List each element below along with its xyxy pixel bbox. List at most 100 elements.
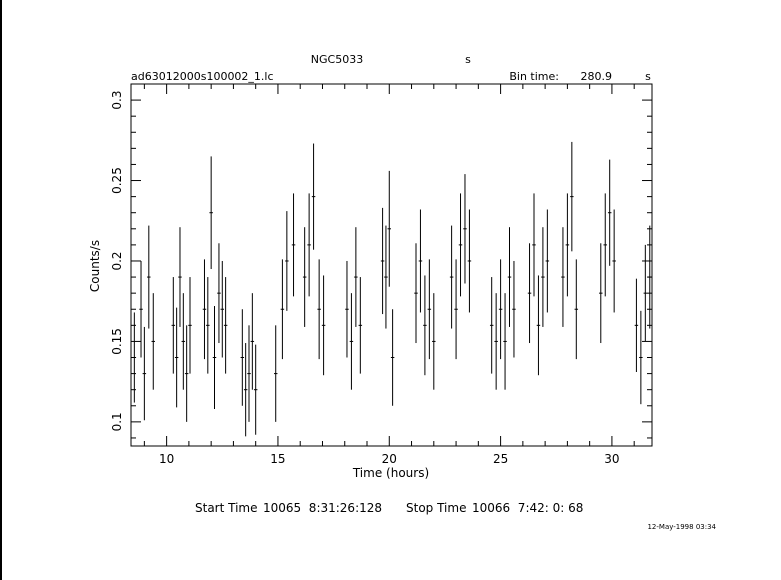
plot-date: 12-May-1998 03:34	[647, 523, 716, 531]
data-point	[570, 141, 574, 252]
data-point	[243, 343, 248, 437]
y-tick-label: 0.25	[110, 167, 124, 194]
data-point	[178, 227, 182, 327]
data-point	[142, 326, 147, 421]
data-point	[427, 259, 432, 360]
bin-time-unit: s	[645, 70, 651, 83]
data-point	[603, 193, 607, 297]
data-point	[217, 243, 221, 344]
data-point	[181, 293, 186, 390]
stop-time-value: 10066 7:42: 0: 68	[472, 501, 583, 515]
data-point	[212, 306, 217, 409]
data-point	[418, 209, 423, 313]
data-point	[139, 260, 143, 358]
data-point	[527, 243, 532, 344]
axis-tick-labels: 10 15 20 25 30 0.1 0.15 0.2 0.25 0.3	[110, 91, 620, 466]
data-point	[273, 325, 278, 422]
data-point	[384, 225, 388, 329]
data-point	[503, 293, 507, 390]
x-tick-label: 25	[493, 452, 508, 466]
bin-time-label: Bin time:	[509, 70, 559, 83]
data-point	[449, 225, 454, 329]
data-point	[458, 193, 463, 297]
data-point	[285, 211, 289, 311]
data-point	[253, 344, 258, 435]
start-time-label: Start Time	[195, 501, 258, 515]
data-point	[206, 277, 210, 374]
data-point	[541, 227, 545, 327]
x-tick-label: 30	[604, 452, 619, 466]
data-point	[639, 310, 643, 405]
data-point	[311, 143, 316, 250]
data-point	[423, 275, 427, 376]
data-point	[498, 259, 503, 360]
data-point	[390, 309, 395, 406]
data-point	[280, 259, 285, 360]
data-point	[188, 277, 192, 374]
x-tick-label: 10	[159, 452, 174, 466]
data-point	[171, 277, 176, 374]
y-tick-label: 0.1	[110, 412, 124, 431]
data-point	[321, 275, 326, 376]
data-point	[565, 193, 570, 297]
y-tick-label: 0.3	[110, 91, 124, 110]
data-point	[132, 312, 137, 403]
data-point	[307, 193, 311, 297]
data-point	[250, 293, 255, 390]
data-point	[432, 293, 436, 390]
data-point	[643, 244, 648, 342]
file-name: ad63012000s100002_1.lc	[131, 70, 274, 83]
data-point	[387, 170, 392, 287]
object-title: NGC5033	[311, 53, 363, 66]
data-point	[358, 277, 363, 374]
object-unit: s	[465, 53, 471, 66]
bin-time-value: 280.9	[581, 70, 613, 83]
data-point	[561, 227, 565, 327]
y-tick-label: 0.2	[110, 251, 124, 270]
data-point	[220, 260, 225, 358]
x-tick-label: 20	[382, 452, 397, 466]
data-point	[345, 260, 349, 358]
data-point	[247, 325, 251, 422]
data-point	[612, 209, 616, 313]
data-point	[532, 193, 536, 297]
data-point	[174, 307, 179, 408]
data-point	[380, 207, 385, 315]
data-point	[467, 209, 472, 313]
axis-ticks	[131, 83, 652, 446]
stop-time-label: Stop Time	[406, 501, 466, 515]
data-point	[349, 293, 354, 390]
data-point	[507, 227, 512, 327]
data-point	[545, 209, 550, 313]
window-left-border	[0, 0, 2, 580]
data-point	[223, 277, 228, 374]
x-tick-label: 15	[270, 452, 285, 466]
data-point	[599, 243, 603, 344]
data-point	[291, 193, 296, 297]
data-point	[354, 227, 358, 327]
y-axis-label: Counts/s	[88, 240, 102, 292]
data-point	[147, 225, 151, 329]
data-point	[463, 174, 467, 284]
y-tick-label: 0.15	[110, 328, 124, 355]
data-point	[454, 259, 458, 360]
data-point	[489, 277, 494, 374]
data-points	[132, 141, 652, 437]
data-point	[574, 259, 579, 360]
data-point	[317, 259, 321, 360]
start-time-value: 10065 8:31:26:128	[263, 501, 382, 515]
data-point	[414, 243, 418, 344]
data-point	[607, 159, 612, 266]
data-point	[512, 260, 516, 358]
data-point	[634, 278, 639, 372]
data-point	[648, 225, 652, 329]
data-point	[209, 156, 213, 270]
data-point	[536, 275, 541, 376]
data-point	[184, 325, 189, 422]
x-axis-label: Time (hours)	[352, 466, 429, 480]
data-point	[302, 227, 307, 327]
plot-frame	[130, 83, 653, 447]
data-point	[240, 309, 245, 406]
data-point	[494, 293, 498, 390]
